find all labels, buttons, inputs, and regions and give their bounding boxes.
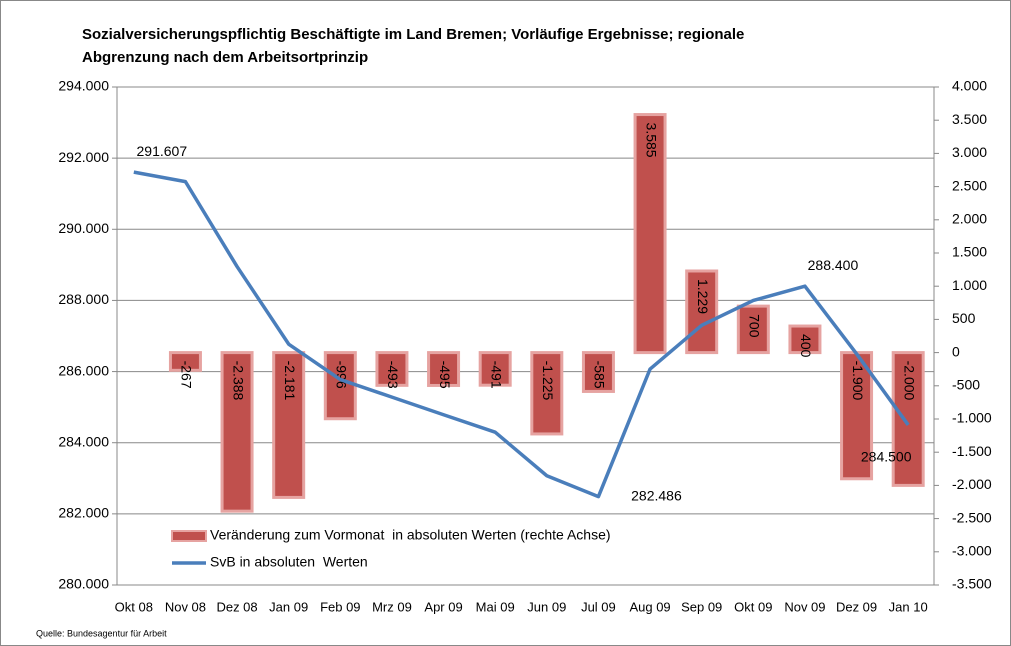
line-value-label: 282.486: [631, 487, 682, 503]
y-tick-label: 290.000: [58, 220, 109, 236]
bar-value-label: -495: [437, 361, 453, 389]
bar-value-label: -267: [179, 361, 195, 389]
y2-tick-label: 3.500: [952, 111, 987, 127]
legend-label: SvB in absoluten Werten: [210, 554, 368, 570]
bar-value-label: -493: [385, 361, 401, 389]
y2-tick-label: 1.500: [952, 244, 987, 260]
bar: [840, 351, 874, 481]
chart-title-line: Abgrenzung nach dem Arbeitsortprinzip: [82, 49, 368, 66]
x-tick-label: Okt 09: [734, 599, 772, 614]
bar: [427, 351, 461, 387]
y2-tick-label: -2.000: [952, 476, 992, 492]
bar: [272, 351, 306, 499]
bar-value-label: -2.000: [901, 361, 917, 401]
y-tick-label: 282.000: [58, 505, 109, 521]
x-tick-label: Mai 09: [476, 599, 515, 614]
bar-value-label: -1.900: [850, 361, 866, 401]
source: Quelle: Bundesagentur für Arbeit: [36, 628, 167, 638]
y2-tick-label: -3.000: [952, 543, 992, 559]
y2-tick-label: 500: [952, 310, 976, 326]
y-tick-label: 280.000: [58, 576, 109, 592]
bar: [168, 351, 202, 372]
bar-value-label: 700: [747, 314, 763, 338]
legend-box: [164, 521, 691, 579]
y2-tick-label: -3.500: [952, 576, 992, 592]
x-tick-label: Dez 08: [216, 599, 257, 614]
y2-tick-label: 4.000: [952, 78, 987, 94]
y2-tick-label: -2.500: [952, 509, 992, 525]
bar: [788, 324, 822, 355]
bar: [323, 351, 357, 421]
y-tick-label: 292.000: [58, 149, 109, 165]
bar-value-label: 3.585: [643, 123, 659, 158]
bar: [736, 304, 770, 355]
bar-value-label: -2.388: [230, 361, 246, 401]
y-tick-label: 294.000: [58, 78, 109, 94]
line: [133, 170, 910, 499]
x-tick-label: Feb 09: [320, 599, 360, 614]
x-tick-label: Okt 08: [115, 599, 153, 614]
legend-swatch: [171, 530, 207, 542]
legend-label: Veränderung zum Vormonat in absoluten We…: [210, 527, 611, 543]
y2-tick-label: 3.000: [952, 144, 987, 160]
bar: [220, 351, 254, 513]
chart-title-line: Sozialversicherungspflichtig Beschäftigt…: [82, 26, 744, 43]
bar: [530, 351, 564, 436]
y2-tick-label: 2.000: [952, 211, 987, 227]
line-value-label: 291.607: [137, 143, 188, 159]
y2-tick-label: -1.000: [952, 410, 992, 426]
bar-value-label: -585: [592, 361, 608, 389]
x-tick-label: Apr 09: [424, 599, 462, 614]
x-tick-label: Jan 10: [889, 599, 928, 614]
y2-tick-label: -1.500: [952, 443, 992, 459]
x-tick-label: Sep 09: [681, 599, 722, 614]
x-tick-label: Aug 09: [629, 599, 670, 614]
bar: [375, 351, 409, 387]
x-tick-label: Jun 09: [527, 599, 566, 614]
line-value-label: 288.400: [808, 257, 859, 273]
bar: [891, 351, 925, 487]
x-tick-label: Mrz 09: [372, 599, 412, 614]
bar-value-label: -2.181: [282, 361, 298, 401]
y2-tick-label: -500: [952, 377, 980, 393]
x-tick-label: Dez 09: [836, 599, 877, 614]
y-tick-label: 288.000: [58, 291, 109, 307]
bar: [633, 113, 667, 355]
x-tick-label: Nov 09: [784, 599, 825, 614]
bar: [478, 351, 512, 387]
bar: [685, 269, 719, 355]
x-tick-label: Jan 09: [269, 599, 308, 614]
x-tick-label: Jul 09: [581, 599, 616, 614]
x-tick-label: Nov 08: [165, 599, 206, 614]
bar-value-label: -1.225: [540, 361, 556, 401]
y-tick-label: 284.000: [58, 433, 109, 449]
bar-value-label: 1.229: [695, 279, 711, 314]
line-value-label: 284.500: [861, 449, 912, 465]
bar-value-label: 400: [798, 334, 814, 358]
y2-tick-label: 2.500: [952, 177, 987, 193]
bar-value-label: -491: [488, 361, 504, 389]
y2-tick-label: 1.000: [952, 277, 987, 293]
y-tick-label: 286.000: [58, 362, 109, 378]
y2-tick-label: 0: [952, 343, 960, 359]
bar: [581, 351, 615, 393]
